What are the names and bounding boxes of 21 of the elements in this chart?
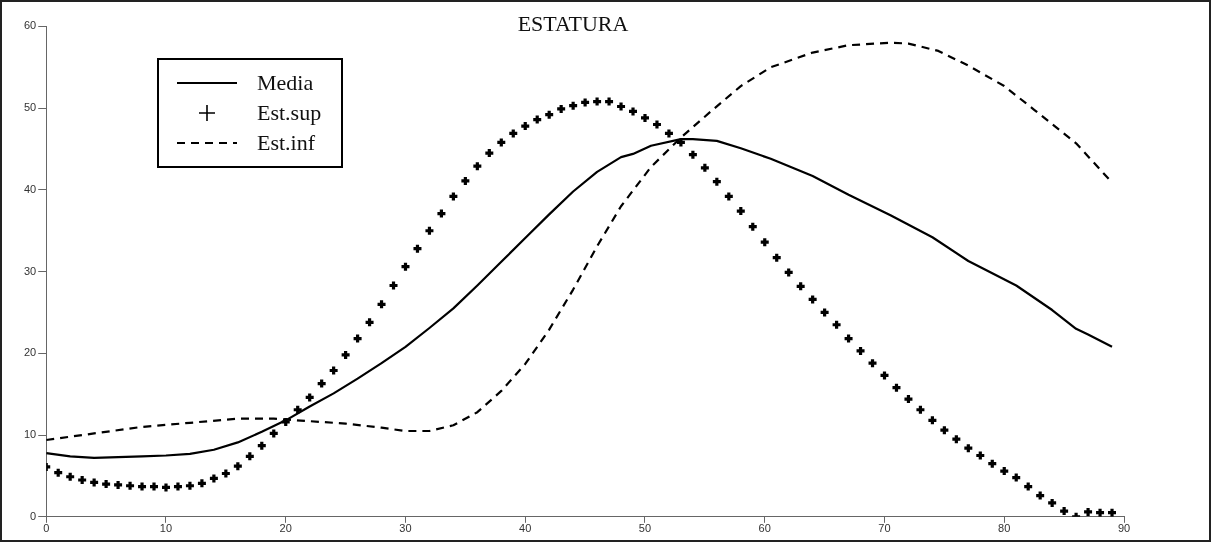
x-tick-label: 70 bbox=[878, 522, 891, 535]
x-tick-label: 60 bbox=[758, 522, 771, 535]
y-tick-label: 0 bbox=[30, 509, 37, 522]
legend-label: Media bbox=[257, 70, 314, 96]
legend-label: Est.inf bbox=[257, 130, 316, 156]
y-tick-label: 60 bbox=[23, 19, 37, 32]
x-tick-label: 90 bbox=[1117, 522, 1131, 535]
y-tick-label: 40 bbox=[23, 182, 37, 195]
legend-label: Est.sup bbox=[257, 100, 322, 126]
x-tick-label: 50 bbox=[638, 522, 652, 535]
x-tick-label: 40 bbox=[519, 522, 532, 535]
x-tick-label: 80 bbox=[998, 522, 1011, 535]
x-tick-label: 20 bbox=[279, 522, 292, 535]
x-tick-label: 10 bbox=[159, 522, 173, 535]
y-tick-label: 50 bbox=[23, 101, 37, 114]
y-tick-label: 10 bbox=[23, 428, 37, 441]
x-tick-label: 30 bbox=[399, 522, 412, 535]
chart-title: ESTATURA bbox=[517, 10, 629, 36]
x-tick-label: 0 bbox=[43, 522, 50, 535]
y-tick-label: 20 bbox=[23, 346, 37, 359]
y-tick-label: 30 bbox=[23, 264, 37, 277]
